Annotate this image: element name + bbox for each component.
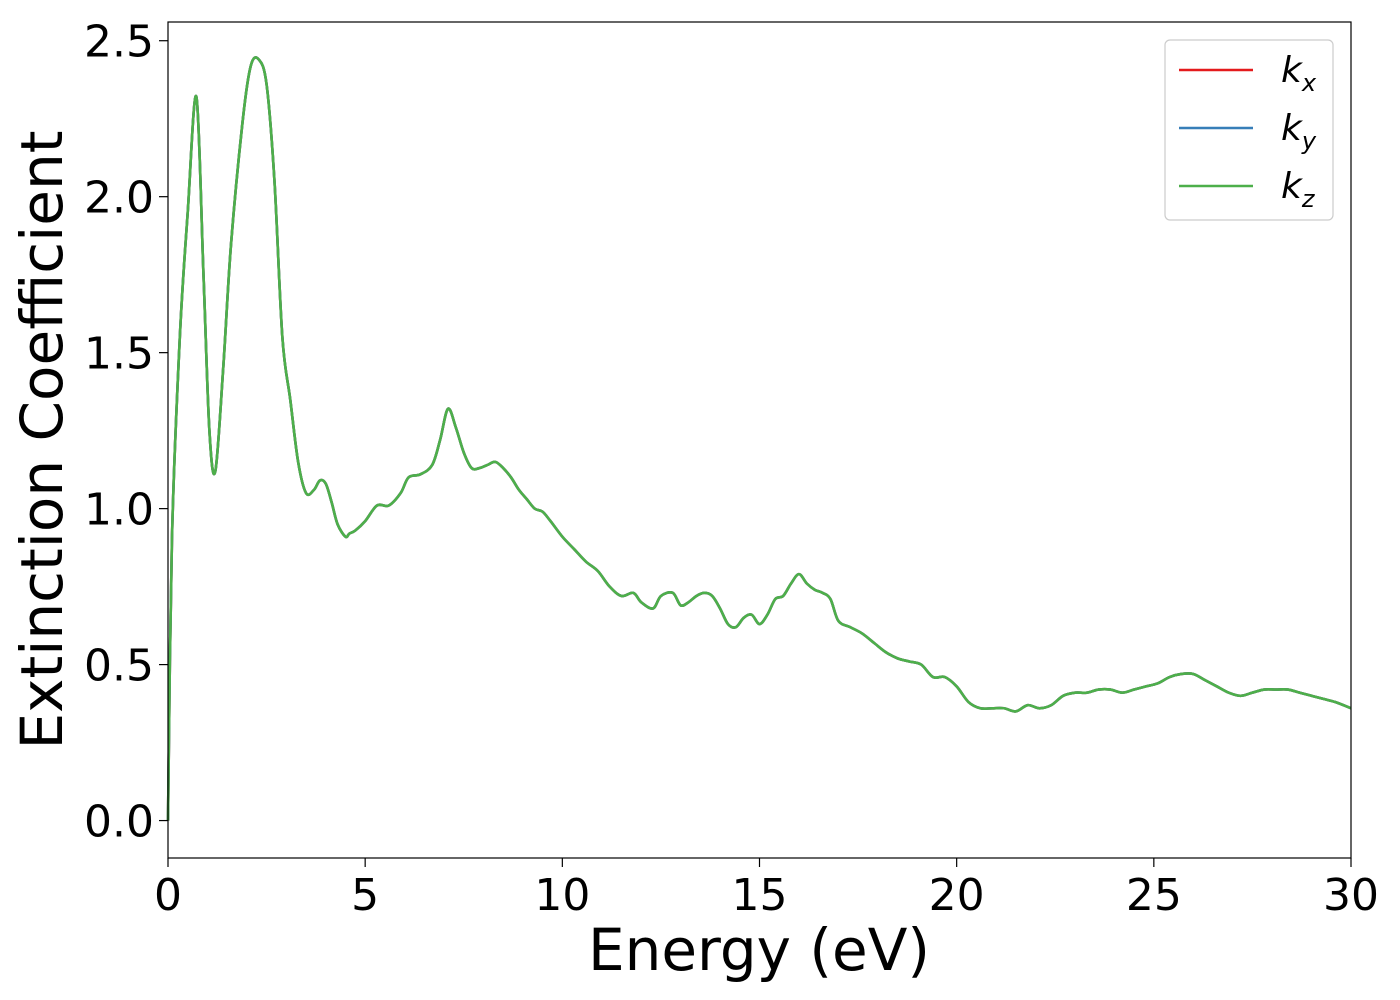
x-tick-label: 0 [154, 870, 182, 921]
legend-label-k-z: kz [1281, 166, 1316, 213]
y-tick-label: 0.5 [84, 641, 154, 692]
x-axis-title: Energy (eV) [588, 916, 930, 984]
y-tick-label: 0.0 [84, 797, 154, 848]
x-tick-label: 15 [732, 870, 788, 921]
y-tick-label: 1.5 [84, 329, 154, 380]
x-tick-label: 25 [1126, 870, 1182, 921]
y-tick-label: 1.0 [84, 485, 154, 536]
x-tick-label: 20 [929, 870, 985, 921]
legend-box [1164, 39, 1334, 221]
legend-label-k-y: ky [1281, 108, 1317, 155]
x-tick-label: 30 [1323, 870, 1379, 921]
y-tick-label: 2.5 [84, 17, 154, 68]
x-tick-label: 10 [534, 870, 590, 921]
x-tick-label: 5 [351, 870, 379, 921]
x-axis-ticks: 0 5 10 15 20 25 30 [154, 858, 1379, 921]
plot-background [168, 22, 1351, 858]
y-tick-label: 2.0 [84, 173, 154, 224]
legend-label-k-x: kx [1281, 50, 1317, 97]
y-axis-ticks: 0.0 0.5 1.0 1.5 2.0 2.5 [84, 17, 168, 848]
series-layer [166, 56, 1352, 821]
series-line-k-z [166, 56, 1352, 821]
legend: kx ky kz [1164, 39, 1334, 221]
y-axis-title: Extinction Coefficient [8, 131, 76, 750]
